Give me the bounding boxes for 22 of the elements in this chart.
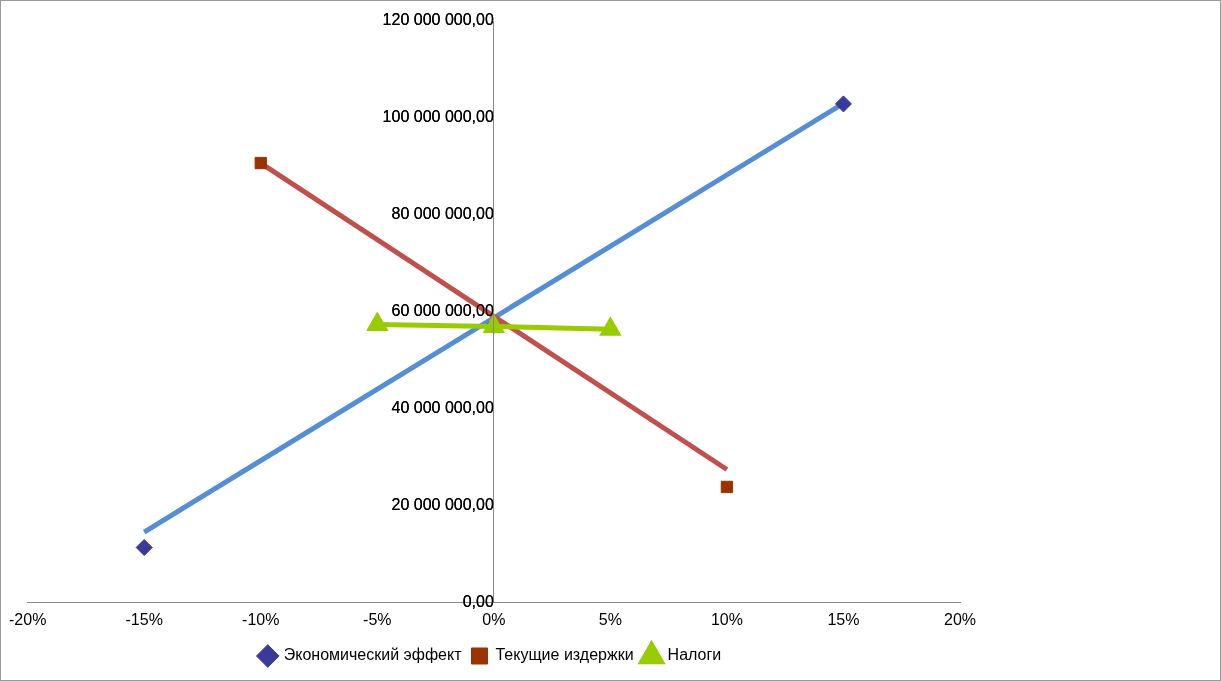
y-tick-label: 100 000 000,00 — [382, 108, 494, 126]
x-tick-label: 10% — [710, 610, 743, 628]
y-tick-label: 80 000 000,00 — [391, 205, 494, 223]
y-tick-label: 20 000 000,00 — [391, 496, 494, 514]
x-tick-label: 5% — [598, 610, 622, 628]
point — [254, 156, 267, 170]
point — [720, 480, 734, 494]
point — [834, 95, 852, 113]
legend-label: Налоги — [667, 646, 722, 664]
y-tick-label: 0,00 — [462, 593, 494, 611]
legend-label: Экономический эффект — [283, 646, 463, 664]
x-tick-label: -20% — [9, 610, 47, 628]
x-tick-label: 15% — [827, 610, 860, 628]
y-tick-label: 120 000 000,00 — [382, 11, 494, 29]
x-tick-label: -10% — [242, 610, 280, 628]
x-tick-label: -15% — [125, 610, 163, 628]
point — [135, 539, 153, 557]
legend-label: Текущие издержки — [495, 646, 634, 664]
x-tick-label: -5% — [363, 610, 392, 628]
x-tick-label: 0% — [482, 610, 506, 628]
y-tick-label: 40 000 000,00 — [391, 399, 494, 417]
x-tick-label: 20% — [943, 610, 977, 628]
